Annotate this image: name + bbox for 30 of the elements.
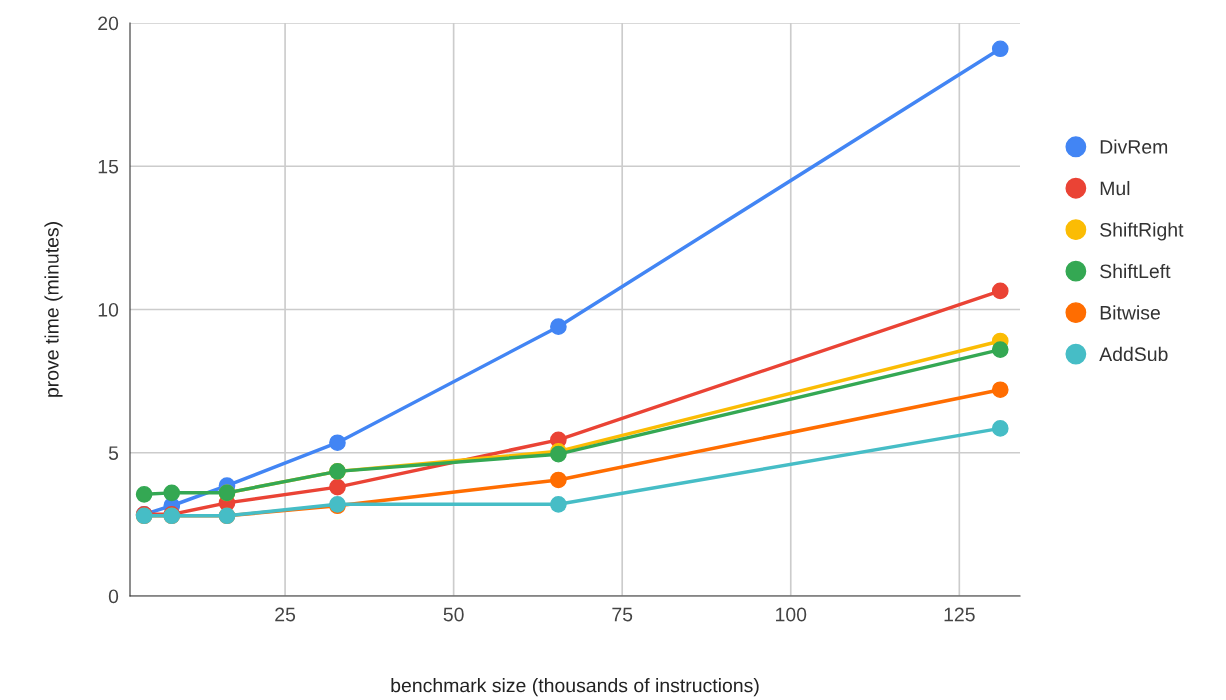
legend-label: DivRem — [1100, 139, 1168, 154]
point — [991, 341, 1009, 358]
x-tick-label: 25 — [275, 607, 296, 622]
point — [135, 485, 153, 503]
y-tick-label: 20 — [98, 16, 119, 31]
x-tick-label: 75 — [612, 607, 633, 622]
y-tick-label: 15 — [98, 159, 119, 174]
x-axis-title: benchmark size (thousands of instructions) — [391, 678, 759, 697]
point — [991, 40, 1009, 58]
point — [991, 381, 1009, 399]
x-tick-label: 50 — [443, 607, 464, 622]
legend-label: ShiftRight — [1100, 222, 1184, 241]
legend-label: ShiftLeft — [1100, 263, 1171, 279]
y-tick-label: 10 — [98, 302, 119, 317]
point — [329, 478, 346, 496]
legend-label: Mul — [1100, 180, 1130, 196]
x-tick-label: 100 — [776, 607, 807, 622]
x-tick-label: 125 — [944, 607, 975, 622]
point — [550, 318, 567, 336]
point — [991, 282, 1009, 300]
point — [550, 495, 567, 513]
y-tick-label: 0 — [108, 589, 119, 604]
legend-label: Bitwise — [1100, 305, 1160, 320]
point — [329, 434, 346, 452]
point — [991, 420, 1009, 437]
legend-label: AddSub — [1099, 346, 1168, 362]
y-axis-title: prove time (minutes) — [44, 222, 63, 397]
point — [163, 484, 181, 502]
y-tick-label: 5 — [108, 446, 119, 460]
point — [550, 471, 567, 489]
